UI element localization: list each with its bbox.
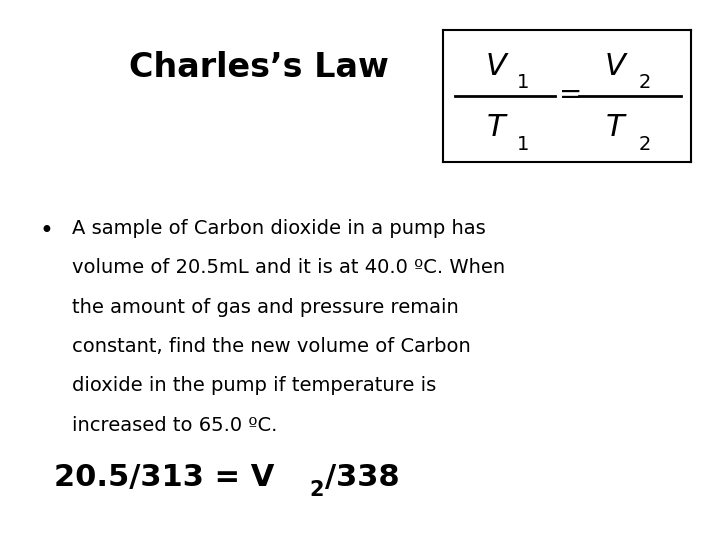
Text: volume of 20.5mL and it is at 40.0 ºC. When: volume of 20.5mL and it is at 40.0 ºC. W… xyxy=(72,258,505,277)
Text: 2: 2 xyxy=(310,480,324,500)
Text: A sample of Carbon dioxide in a pump has: A sample of Carbon dioxide in a pump has xyxy=(72,219,486,238)
Text: $\mathit{V}$: $\mathit{V}$ xyxy=(604,52,629,81)
Text: 20.5/313 = V: 20.5/313 = V xyxy=(54,463,274,492)
Text: $\mathit{T}$: $\mathit{T}$ xyxy=(606,113,628,142)
Text: $2$: $2$ xyxy=(638,136,650,154)
Text: dioxide in the pump if temperature is: dioxide in the pump if temperature is xyxy=(72,376,436,395)
Text: the amount of gas and pressure remain: the amount of gas and pressure remain xyxy=(72,298,459,316)
Text: $\mathit{T}$: $\mathit{T}$ xyxy=(486,113,509,142)
Text: $1$: $1$ xyxy=(516,136,528,154)
Text: $=$: $=$ xyxy=(553,79,581,107)
Text: •: • xyxy=(40,219,53,242)
Text: Charles’s Law: Charles’s Law xyxy=(130,51,389,84)
Text: /338: /338 xyxy=(325,463,400,492)
Text: $1$: $1$ xyxy=(516,73,528,92)
Text: increased to 65.0 ºC.: increased to 65.0 ºC. xyxy=(72,416,277,435)
Text: constant, find the new volume of Carbon: constant, find the new volume of Carbon xyxy=(72,337,471,356)
Text: $\mathit{V}$: $\mathit{V}$ xyxy=(485,52,510,81)
Text: $2$: $2$ xyxy=(638,73,650,92)
